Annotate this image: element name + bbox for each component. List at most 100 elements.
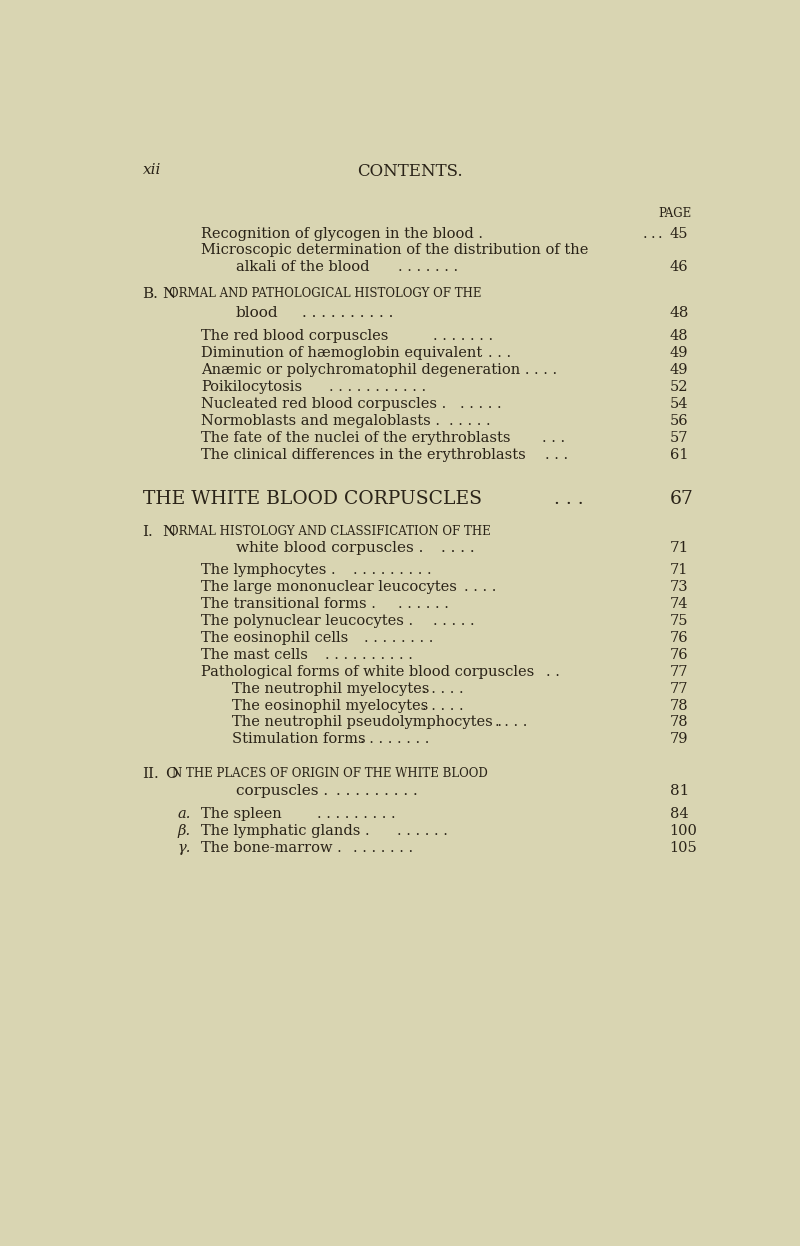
Text: O: O — [165, 768, 178, 781]
Text: . . .: . . . — [534, 363, 557, 376]
Text: 79: 79 — [670, 733, 688, 746]
Text: .: . — [650, 227, 655, 240]
Text: The eosinophil cells: The eosinophil cells — [201, 630, 348, 644]
Text: The clinical differences in the erythroblasts: The clinical differences in the erythrob… — [201, 447, 526, 461]
Text: 71: 71 — [670, 563, 688, 577]
Text: . . . .: . . . . — [495, 715, 528, 729]
Text: .: . — [642, 227, 647, 240]
Text: Nucleated red blood corpuscles .: Nucleated red blood corpuscles . — [201, 396, 446, 411]
Text: . . .: . . . — [542, 431, 565, 445]
Text: . . . . . . .: . . . . . . . — [354, 841, 414, 855]
Text: . . . . . . . . . .: . . . . . . . . . . — [325, 648, 413, 662]
Text: 105: 105 — [670, 841, 698, 855]
Text: . . . . . . . . . .: . . . . . . . . . . — [302, 305, 393, 320]
Text: 46: 46 — [670, 260, 688, 274]
Text: The transitional forms .: The transitional forms . — [201, 597, 376, 611]
Text: . . . . . . . .: . . . . . . . . — [360, 733, 429, 746]
Text: I.: I. — [142, 525, 154, 538]
Text: . . . . . . . . . . .: . . . . . . . . . . . — [329, 380, 426, 394]
Text: . . . . . . . .: . . . . . . . . — [363, 630, 433, 644]
Text: . . .: . . . — [545, 447, 568, 461]
Text: Anæmic or polychromatophil degeneration .: Anæmic or polychromatophil degeneration … — [201, 363, 530, 376]
Text: B.: B. — [142, 288, 158, 302]
Text: The eosinophil myelocytes: The eosinophil myelocytes — [232, 699, 428, 713]
Text: 56: 56 — [670, 414, 688, 427]
Text: Microscopic determination of the distribution of the: Microscopic determination of the distrib… — [201, 243, 588, 258]
Text: Diminution of hæmoglobin equivalent: Diminution of hæmoglobin equivalent — [201, 346, 482, 360]
Text: The polynuclear leucocytes .: The polynuclear leucocytes . — [201, 614, 413, 628]
Text: Normoblasts and megaloblasts .: Normoblasts and megaloblasts . — [201, 414, 440, 427]
Text: . . . . . . . . .: . . . . . . . . . — [353, 563, 431, 577]
Text: 48: 48 — [670, 329, 688, 343]
Text: The large mononuclear leucocytes: The large mononuclear leucocytes — [201, 579, 457, 594]
Text: β.: β. — [178, 824, 190, 839]
Text: 73: 73 — [670, 579, 688, 594]
Text: The bone-marrow .: The bone-marrow . — [201, 841, 342, 855]
Text: CONTENTS.: CONTENTS. — [357, 163, 463, 181]
Text: The neutrophil pseudolymphocytes .: The neutrophil pseudolymphocytes . — [232, 715, 502, 729]
Text: . . . . .: . . . . . — [460, 396, 502, 411]
Text: THE WHITE BLOOD CORPUSCLES: THE WHITE BLOOD CORPUSCLES — [142, 490, 482, 508]
Text: N: N — [162, 525, 175, 538]
Text: Pathological forms of white blood corpuscles: Pathological forms of white blood corpus… — [201, 664, 534, 679]
Text: a.: a. — [178, 807, 191, 821]
Text: PAGE: PAGE — [658, 207, 691, 221]
Text: 78: 78 — [670, 699, 688, 713]
Text: γ.: γ. — [178, 841, 191, 855]
Text: 81: 81 — [670, 784, 689, 797]
Text: . . . . .: . . . . . — [422, 699, 463, 713]
Text: corpuscles .: corpuscles . — [236, 784, 328, 797]
Text: white blood corpuscles .: white blood corpuscles . — [236, 542, 423, 556]
Text: 74: 74 — [670, 597, 688, 611]
Text: . . . .: . . . . — [464, 579, 497, 594]
Text: 61: 61 — [670, 447, 688, 461]
Text: . . . .: . . . . — [441, 542, 474, 556]
Text: 48: 48 — [670, 305, 689, 320]
Text: The neutrophil myelocytes: The neutrophil myelocytes — [232, 682, 429, 695]
Text: ORMAL HISTOLOGY AND CLASSIFICATION OF THE: ORMAL HISTOLOGY AND CLASSIFICATION OF TH… — [169, 525, 490, 537]
Text: 84: 84 — [670, 807, 688, 821]
Text: 75: 75 — [670, 614, 688, 628]
Text: The lymphatic glands .: The lymphatic glands . — [201, 824, 370, 839]
Text: N: N — [162, 288, 175, 302]
Text: Recognition of glycogen in the blood .: Recognition of glycogen in the blood . — [201, 227, 482, 240]
Text: . . . . . . . . .: . . . . . . . . . — [317, 807, 396, 821]
Text: . . . . .: . . . . . — [434, 614, 475, 628]
Text: 67: 67 — [670, 490, 694, 508]
Text: 52: 52 — [670, 380, 688, 394]
Text: The fate of the nuclei of the erythroblasts: The fate of the nuclei of the erythrobla… — [201, 431, 510, 445]
Text: . . . . . .: . . . . . . — [397, 824, 448, 839]
Text: . . . . . . . . .: . . . . . . . . . — [336, 784, 418, 797]
Text: 100: 100 — [670, 824, 698, 839]
Text: .: . — [658, 227, 662, 240]
Text: 71: 71 — [670, 542, 689, 556]
Text: ORMAL AND PATHOLOGICAL HISTOLOGY OF THE: ORMAL AND PATHOLOGICAL HISTOLOGY OF THE — [169, 288, 482, 300]
Text: N THE PLACES OF ORIGIN OF THE WHITE BLOOD: N THE PLACES OF ORIGIN OF THE WHITE BLOO… — [172, 768, 488, 780]
Text: blood: blood — [236, 305, 278, 320]
Text: alkali of the blood: alkali of the blood — [236, 260, 369, 274]
Text: 78: 78 — [670, 715, 688, 729]
Text: The lymphocytes .: The lymphocytes . — [201, 563, 335, 577]
Text: 49: 49 — [670, 363, 688, 376]
Text: 76: 76 — [670, 648, 688, 662]
Text: . . . . .: . . . . . — [449, 414, 490, 427]
Text: 49: 49 — [670, 346, 688, 360]
Text: . .: . . — [546, 664, 559, 679]
Text: . . . . . . .: . . . . . . . — [398, 260, 458, 274]
Text: . . .: . . . — [554, 490, 584, 508]
Text: The spleen: The spleen — [201, 807, 282, 821]
Text: 45: 45 — [670, 227, 688, 240]
Text: The mast cells: The mast cells — [201, 648, 308, 662]
Text: 57: 57 — [670, 431, 688, 445]
Text: Stimulation forms: Stimulation forms — [232, 733, 366, 746]
Text: . . . . . . .: . . . . . . . — [434, 329, 494, 343]
Text: . . . . . .: . . . . . . — [398, 597, 450, 611]
Text: . . . . .: . . . . . — [422, 682, 463, 695]
Text: xii: xii — [142, 163, 161, 177]
Text: . . .: . . . — [487, 346, 510, 360]
Text: 77: 77 — [670, 682, 688, 695]
Text: 54: 54 — [670, 396, 688, 411]
Text: The red blood corpuscles: The red blood corpuscles — [201, 329, 388, 343]
Text: 76: 76 — [670, 630, 688, 644]
Text: 77: 77 — [670, 664, 688, 679]
